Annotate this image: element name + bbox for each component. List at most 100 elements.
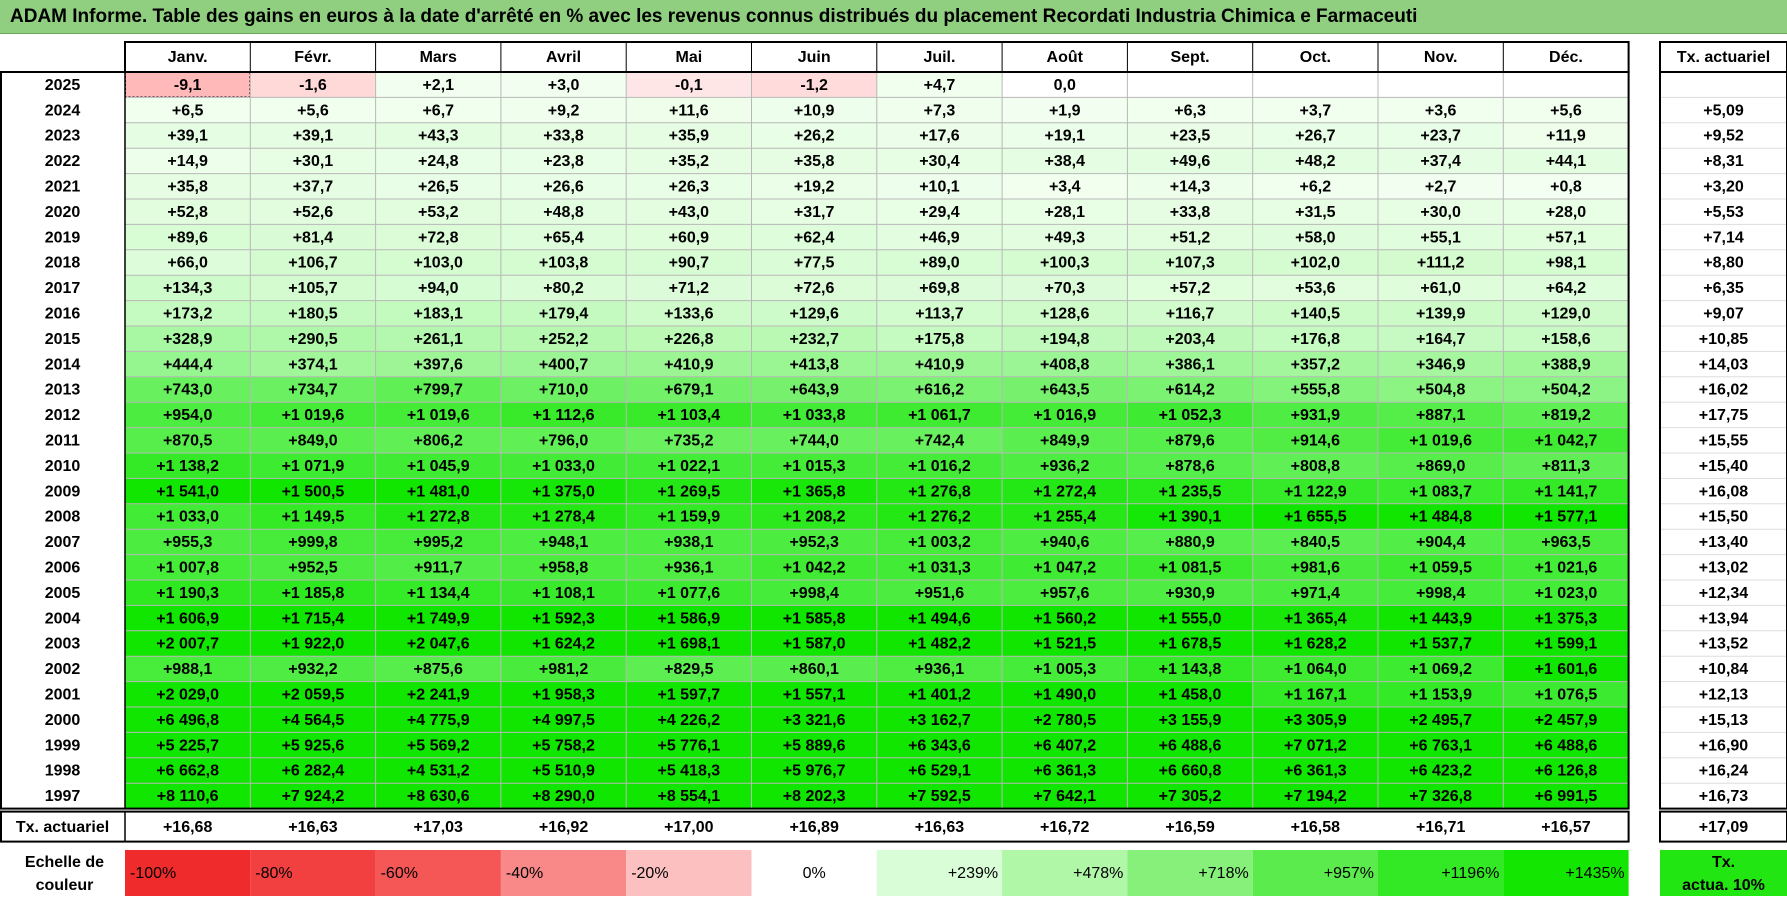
cell-value: +1 375,3 xyxy=(1535,610,1598,627)
table-cell xyxy=(125,757,251,784)
table-cell xyxy=(751,376,877,403)
cell-value: +1 958,3 xyxy=(532,687,595,704)
table-cell xyxy=(375,72,501,98)
cell-value: +799,7 xyxy=(414,382,463,399)
cell-value: +1 490,0 xyxy=(1033,687,1096,704)
cell-value: +930,9 xyxy=(1165,585,1214,602)
cell-value: +1 185,8 xyxy=(282,585,345,602)
cell-value: +643,9 xyxy=(789,382,838,399)
row-year-label: 1997 xyxy=(45,788,81,805)
table-cell xyxy=(1002,148,1128,174)
legend-rate-label: Tx. xyxy=(1712,854,1735,871)
cell-value: +1 592,3 xyxy=(532,610,595,627)
cell-value: +1 042,2 xyxy=(783,560,846,577)
table-cell xyxy=(1127,224,1253,250)
cell-value: +1 601,6 xyxy=(1535,661,1598,678)
table-cell xyxy=(626,199,752,225)
cell-value: +57,2 xyxy=(1170,280,1211,297)
cell-value: +6 361,3 xyxy=(1033,763,1096,780)
row-year-label: 2009 xyxy=(45,483,81,500)
table-cell xyxy=(1252,326,1378,352)
table-cell xyxy=(626,757,752,784)
table-cell xyxy=(876,656,1003,682)
table-cell xyxy=(1503,707,1629,733)
table-cell xyxy=(1252,249,1378,276)
rate-cell xyxy=(1660,783,1787,809)
cell-value: +410,9 xyxy=(664,356,713,373)
rate-value: +12,34 xyxy=(1699,585,1748,602)
table-cell xyxy=(125,148,251,174)
cell-value: +70,3 xyxy=(1045,280,1086,297)
cell-value: +1 167,1 xyxy=(1284,687,1347,704)
table-cell xyxy=(1127,554,1253,580)
table-cell xyxy=(125,580,251,606)
cell-value: +840,5 xyxy=(1291,534,1340,551)
table-cell xyxy=(1127,326,1253,352)
cell-value: +1 541,0 xyxy=(156,483,219,500)
table-cell xyxy=(751,580,877,606)
cell-value: +1 061,7 xyxy=(908,407,971,424)
table-cell xyxy=(500,173,627,199)
table-cell xyxy=(500,453,627,479)
rate-value: +16,02 xyxy=(1699,382,1748,399)
cell-value: +971,4 xyxy=(1291,585,1340,602)
table-cell xyxy=(500,402,627,428)
table-cell xyxy=(1127,249,1253,276)
cell-value: +911,7 xyxy=(414,560,463,577)
page-title: ADAM Informe. Table des gains en euros à… xyxy=(10,6,1418,27)
cell-value: +1 494,6 xyxy=(908,610,971,627)
row-year-label: 2010 xyxy=(45,458,81,475)
table-cell xyxy=(626,249,752,276)
cell-value: +880,9 xyxy=(1165,534,1214,551)
cell-value: +1 023,0 xyxy=(1535,585,1598,602)
row-year-label: 2020 xyxy=(45,204,81,221)
table-cell xyxy=(500,224,627,250)
column-header: Mars xyxy=(420,49,457,66)
cell-value: +140,5 xyxy=(1291,306,1340,323)
table-cell xyxy=(250,453,376,479)
cell-value: +4 997,5 xyxy=(532,712,595,729)
cell-value: +1 016,9 xyxy=(1033,407,1096,424)
table-cell xyxy=(1127,630,1253,657)
table-cell xyxy=(1127,173,1253,199)
cell-value: +4 564,5 xyxy=(282,712,345,729)
cell-value: +1 521,5 xyxy=(1033,636,1096,653)
cell-value: +860,1 xyxy=(789,661,838,678)
table-cell xyxy=(1378,605,1504,631)
table-cell xyxy=(876,427,1003,453)
table-cell xyxy=(1378,554,1504,580)
cell-value: +26,2 xyxy=(794,128,835,145)
rate-value: +3,20 xyxy=(1703,179,1744,196)
table-cell xyxy=(1002,605,1128,631)
table-cell xyxy=(1002,249,1128,276)
cell-value: +8 110,6 xyxy=(157,788,219,805)
cell-value: +33,8 xyxy=(1170,204,1211,221)
table-cell xyxy=(1002,97,1128,123)
table-cell xyxy=(751,72,877,98)
cell-value: +129,6 xyxy=(789,306,838,323)
table-cell xyxy=(876,97,1003,123)
cell-value: +1 022,1 xyxy=(657,458,720,475)
rate-header-bg xyxy=(1660,42,1787,72)
table-cell xyxy=(751,351,877,377)
cell-value: +410,9 xyxy=(915,356,964,373)
rate-cell xyxy=(1660,173,1787,199)
table-cell xyxy=(375,148,501,174)
table-cell xyxy=(751,656,877,682)
table-cell xyxy=(876,732,1003,758)
cell-value: +5 418,3 xyxy=(657,763,720,780)
cell-value: +30,0 xyxy=(1420,204,1461,221)
table-cell xyxy=(876,173,1003,199)
table-cell xyxy=(1503,148,1629,174)
table-cell xyxy=(1378,402,1504,428)
cell-value: +875,6 xyxy=(414,661,463,678)
table-cell xyxy=(500,732,627,758)
rate-cell xyxy=(1660,148,1787,174)
rate-cell xyxy=(1660,681,1787,707)
table-cell xyxy=(375,529,501,555)
cell-value: +134,3 xyxy=(163,280,212,297)
cell-value: +6 407,2 xyxy=(1033,737,1096,754)
cell-value: +55,1 xyxy=(1420,229,1461,246)
table-cell xyxy=(1252,199,1378,225)
cell-value: +936,1 xyxy=(915,661,964,678)
